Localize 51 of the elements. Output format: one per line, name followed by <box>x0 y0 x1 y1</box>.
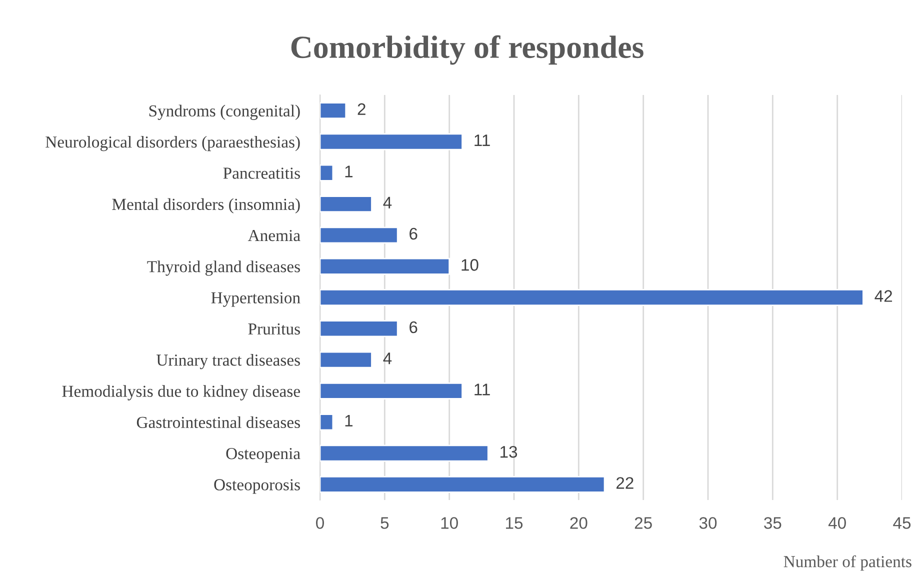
data-label: 1 <box>345 414 352 426</box>
bar <box>320 414 334 431</box>
x-tick-label: 0 <box>316 517 324 529</box>
y-tick-label: Anemia <box>248 230 300 242</box>
y-tick-label: Hypertension <box>211 292 300 307</box>
x-tick-label: 45 <box>893 517 911 529</box>
data-label: 2 <box>358 103 366 115</box>
x-axis-title: Number of patients <box>784 555 912 571</box>
y-tick-label: Thyroid gland diseases <box>147 260 300 276</box>
y-tick-label: Pruritus <box>248 323 300 335</box>
bar <box>320 444 489 462</box>
data-label: 10 <box>462 259 478 271</box>
bar <box>320 258 450 275</box>
bar <box>320 289 864 306</box>
y-tick-label: Syndroms (congenital) <box>149 104 300 120</box>
y-tick-label: Osteopenia <box>226 448 300 463</box>
x-tick-label: 30 <box>699 517 717 529</box>
x-tick-label: 35 <box>764 517 782 529</box>
bar <box>320 351 372 368</box>
y-tick-label: Neurological disorders (paraesthesias) <box>46 136 300 152</box>
x-tick-label: 5 <box>380 517 389 529</box>
y-tick-label: Pancreatitis <box>223 168 300 179</box>
data-label: 1 <box>345 166 352 178</box>
y-tick-label: Gastrointestinal diseases <box>136 416 300 428</box>
data-label: 6 <box>410 321 418 334</box>
data-label: 42 <box>874 290 892 302</box>
data-label: 13 <box>500 446 518 458</box>
data-label: 6 <box>410 228 418 240</box>
y-tick-label: Mental disorders (insomnia) <box>112 198 300 214</box>
x-tick-label: 40 <box>828 517 846 529</box>
bar <box>320 102 347 120</box>
bar <box>320 382 463 400</box>
data-label: 11 <box>474 384 490 396</box>
bar <box>320 133 463 150</box>
bar <box>320 476 606 493</box>
y-tick-label: Osteoporosis <box>214 479 300 494</box>
x-tick-label: 25 <box>634 517 652 529</box>
data-label: 4 <box>383 196 392 208</box>
data-label: 22 <box>616 477 634 489</box>
bar <box>320 196 372 213</box>
x-tick-label: 15 <box>506 517 523 529</box>
bar <box>320 226 398 244</box>
y-tick-label: Hemodialysis due to kidney disease <box>62 385 300 400</box>
data-label: 4 <box>383 352 392 364</box>
x-tick-label: 10 <box>441 517 458 529</box>
chart-title: Comorbidity of respondes <box>291 35 644 65</box>
bar <box>320 164 334 182</box>
x-tick-label: 20 <box>570 517 588 529</box>
y-tick-label: Urinary tract diseases <box>156 354 300 370</box>
data-label: 11 <box>474 134 490 146</box>
bar <box>320 320 398 338</box>
